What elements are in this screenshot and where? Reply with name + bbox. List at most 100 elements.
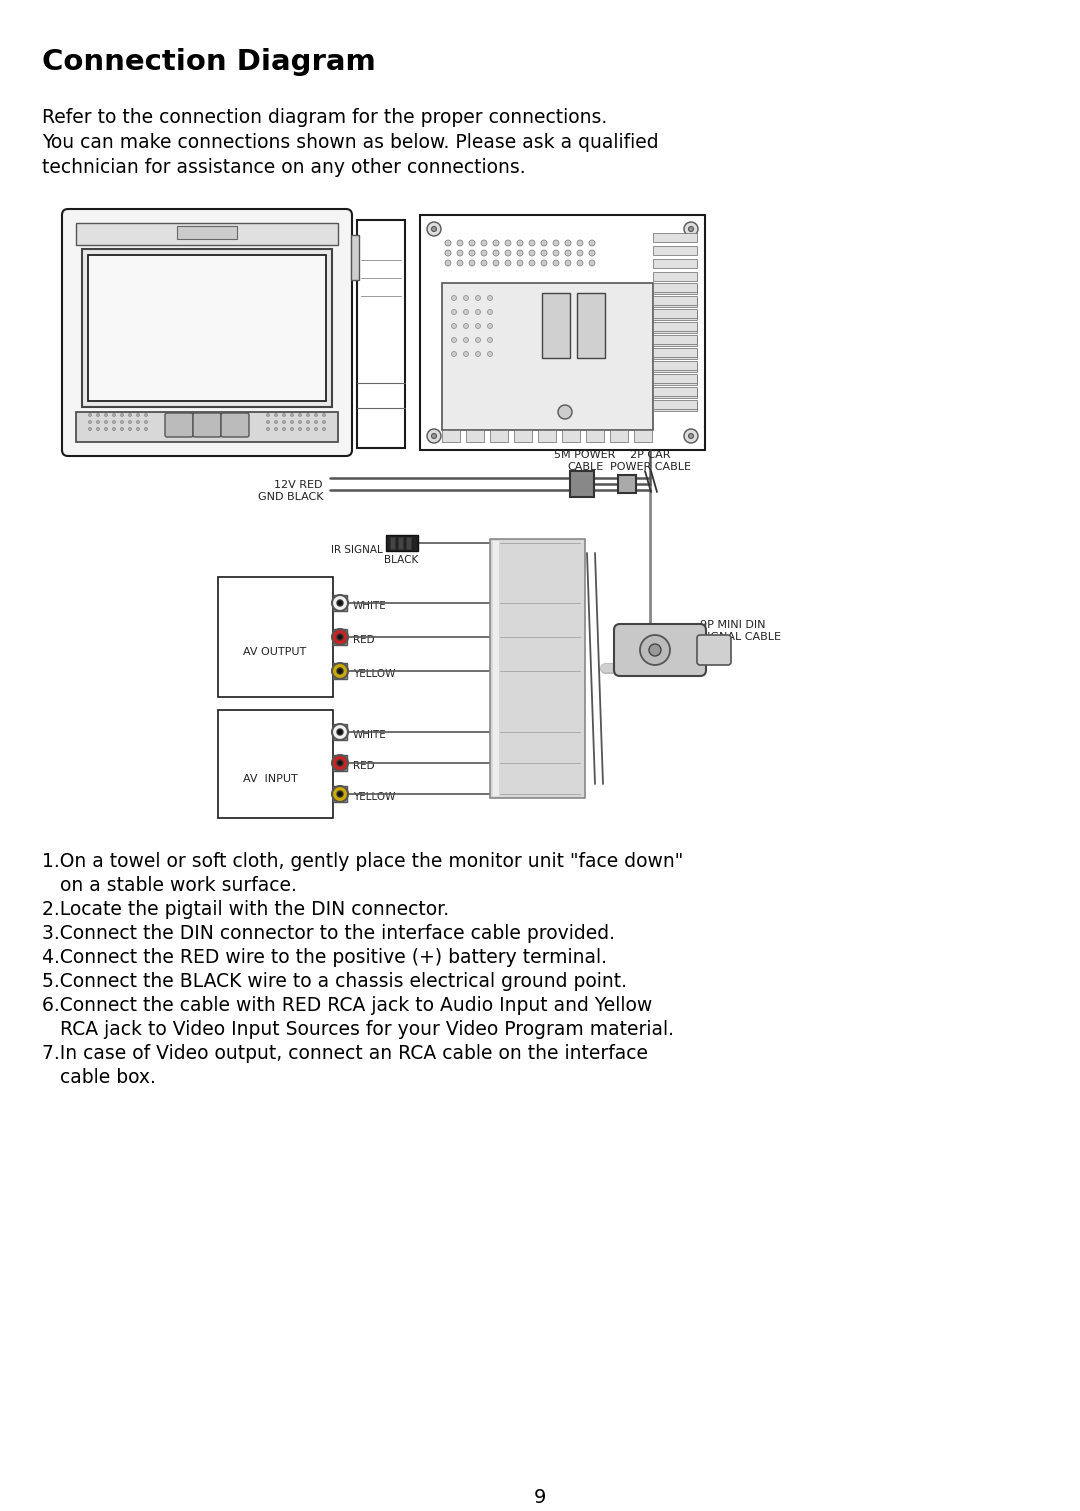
Circle shape	[492, 260, 499, 266]
FancyBboxPatch shape	[615, 624, 706, 675]
Bar	[577, 293, 605, 358]
Circle shape	[689, 227, 693, 231]
Text: 12V RED: 12V RED	[274, 480, 323, 490]
Circle shape	[589, 260, 595, 266]
Circle shape	[96, 428, 99, 431]
Circle shape	[323, 420, 325, 423]
Circle shape	[283, 428, 285, 431]
Circle shape	[291, 420, 294, 423]
Text: SIGNAL CABLE: SIGNAL CABLE	[700, 632, 781, 642]
Bar	[653, 335, 697, 345]
Circle shape	[145, 414, 148, 417]
Circle shape	[565, 249, 571, 255]
Circle shape	[492, 240, 499, 246]
Bar	[653, 337, 697, 346]
Circle shape	[129, 414, 132, 417]
Circle shape	[475, 296, 481, 301]
Bar	[653, 296, 697, 305]
Circle shape	[121, 414, 123, 417]
Bar	[586, 431, 604, 443]
Circle shape	[337, 760, 343, 766]
Bar	[653, 258, 697, 267]
Circle shape	[314, 420, 318, 423]
Bar	[542, 293, 570, 358]
Bar	[653, 387, 697, 396]
Circle shape	[541, 249, 546, 255]
Circle shape	[451, 310, 457, 314]
Circle shape	[475, 352, 481, 357]
Circle shape	[451, 323, 457, 328]
Circle shape	[121, 420, 123, 423]
Circle shape	[541, 260, 546, 266]
Circle shape	[589, 240, 595, 246]
Bar	[420, 215, 705, 450]
Circle shape	[640, 635, 670, 665]
Text: 2.Locate the pigtail with the DIN connector.: 2.Locate the pigtail with the DIN connec…	[42, 901, 449, 919]
Bar	[490, 431, 508, 443]
Circle shape	[427, 429, 441, 443]
Bar	[653, 388, 697, 397]
Circle shape	[323, 414, 325, 417]
Circle shape	[89, 428, 92, 431]
Circle shape	[145, 428, 148, 431]
Circle shape	[432, 434, 436, 438]
Circle shape	[517, 240, 523, 246]
Circle shape	[145, 420, 148, 423]
Circle shape	[427, 222, 441, 236]
Circle shape	[481, 249, 487, 255]
Circle shape	[565, 260, 571, 266]
Bar	[490, 539, 585, 798]
Circle shape	[112, 420, 116, 423]
Circle shape	[445, 260, 451, 266]
Bar	[653, 246, 697, 255]
Circle shape	[487, 310, 492, 314]
Bar	[653, 363, 697, 372]
Bar	[653, 286, 697, 295]
Text: AV OUTPUT: AV OUTPUT	[243, 647, 307, 657]
Circle shape	[463, 296, 469, 301]
Circle shape	[492, 249, 499, 255]
Bar	[653, 375, 697, 382]
Circle shape	[457, 260, 463, 266]
Bar	[653, 322, 697, 331]
Circle shape	[105, 428, 108, 431]
Circle shape	[487, 337, 492, 343]
Bar	[653, 376, 697, 385]
Bar	[218, 577, 333, 697]
Circle shape	[337, 668, 343, 674]
Circle shape	[463, 352, 469, 357]
Bar	[76, 413, 338, 443]
Circle shape	[541, 240, 546, 246]
Circle shape	[332, 724, 348, 740]
Circle shape	[314, 414, 318, 417]
Circle shape	[89, 420, 92, 423]
Text: 7.In case of Video output, connect an RCA cable on the interface: 7.In case of Video output, connect an RC…	[42, 1044, 648, 1064]
Circle shape	[577, 260, 583, 266]
Circle shape	[267, 420, 270, 423]
Circle shape	[274, 420, 278, 423]
Text: 3.Connect the DIN connector to the interface cable provided.: 3.Connect the DIN connector to the inter…	[42, 925, 615, 943]
Circle shape	[517, 249, 523, 255]
Circle shape	[505, 260, 511, 266]
Circle shape	[481, 240, 487, 246]
Circle shape	[553, 240, 559, 246]
Bar	[653, 323, 697, 332]
Circle shape	[565, 240, 571, 246]
Bar	[442, 431, 460, 443]
Circle shape	[291, 414, 294, 417]
Circle shape	[475, 323, 481, 328]
Circle shape	[469, 240, 475, 246]
Circle shape	[487, 296, 492, 301]
Circle shape	[553, 260, 559, 266]
Text: WHITE: WHITE	[353, 601, 387, 610]
Text: WHITE: WHITE	[353, 730, 387, 740]
Circle shape	[487, 323, 492, 328]
Circle shape	[332, 595, 348, 610]
Circle shape	[451, 352, 457, 357]
Circle shape	[136, 420, 139, 423]
Circle shape	[463, 310, 469, 314]
Bar	[465, 431, 484, 443]
Text: 2P CAR: 2P CAR	[630, 450, 671, 459]
Circle shape	[332, 786, 348, 802]
Circle shape	[129, 428, 132, 431]
